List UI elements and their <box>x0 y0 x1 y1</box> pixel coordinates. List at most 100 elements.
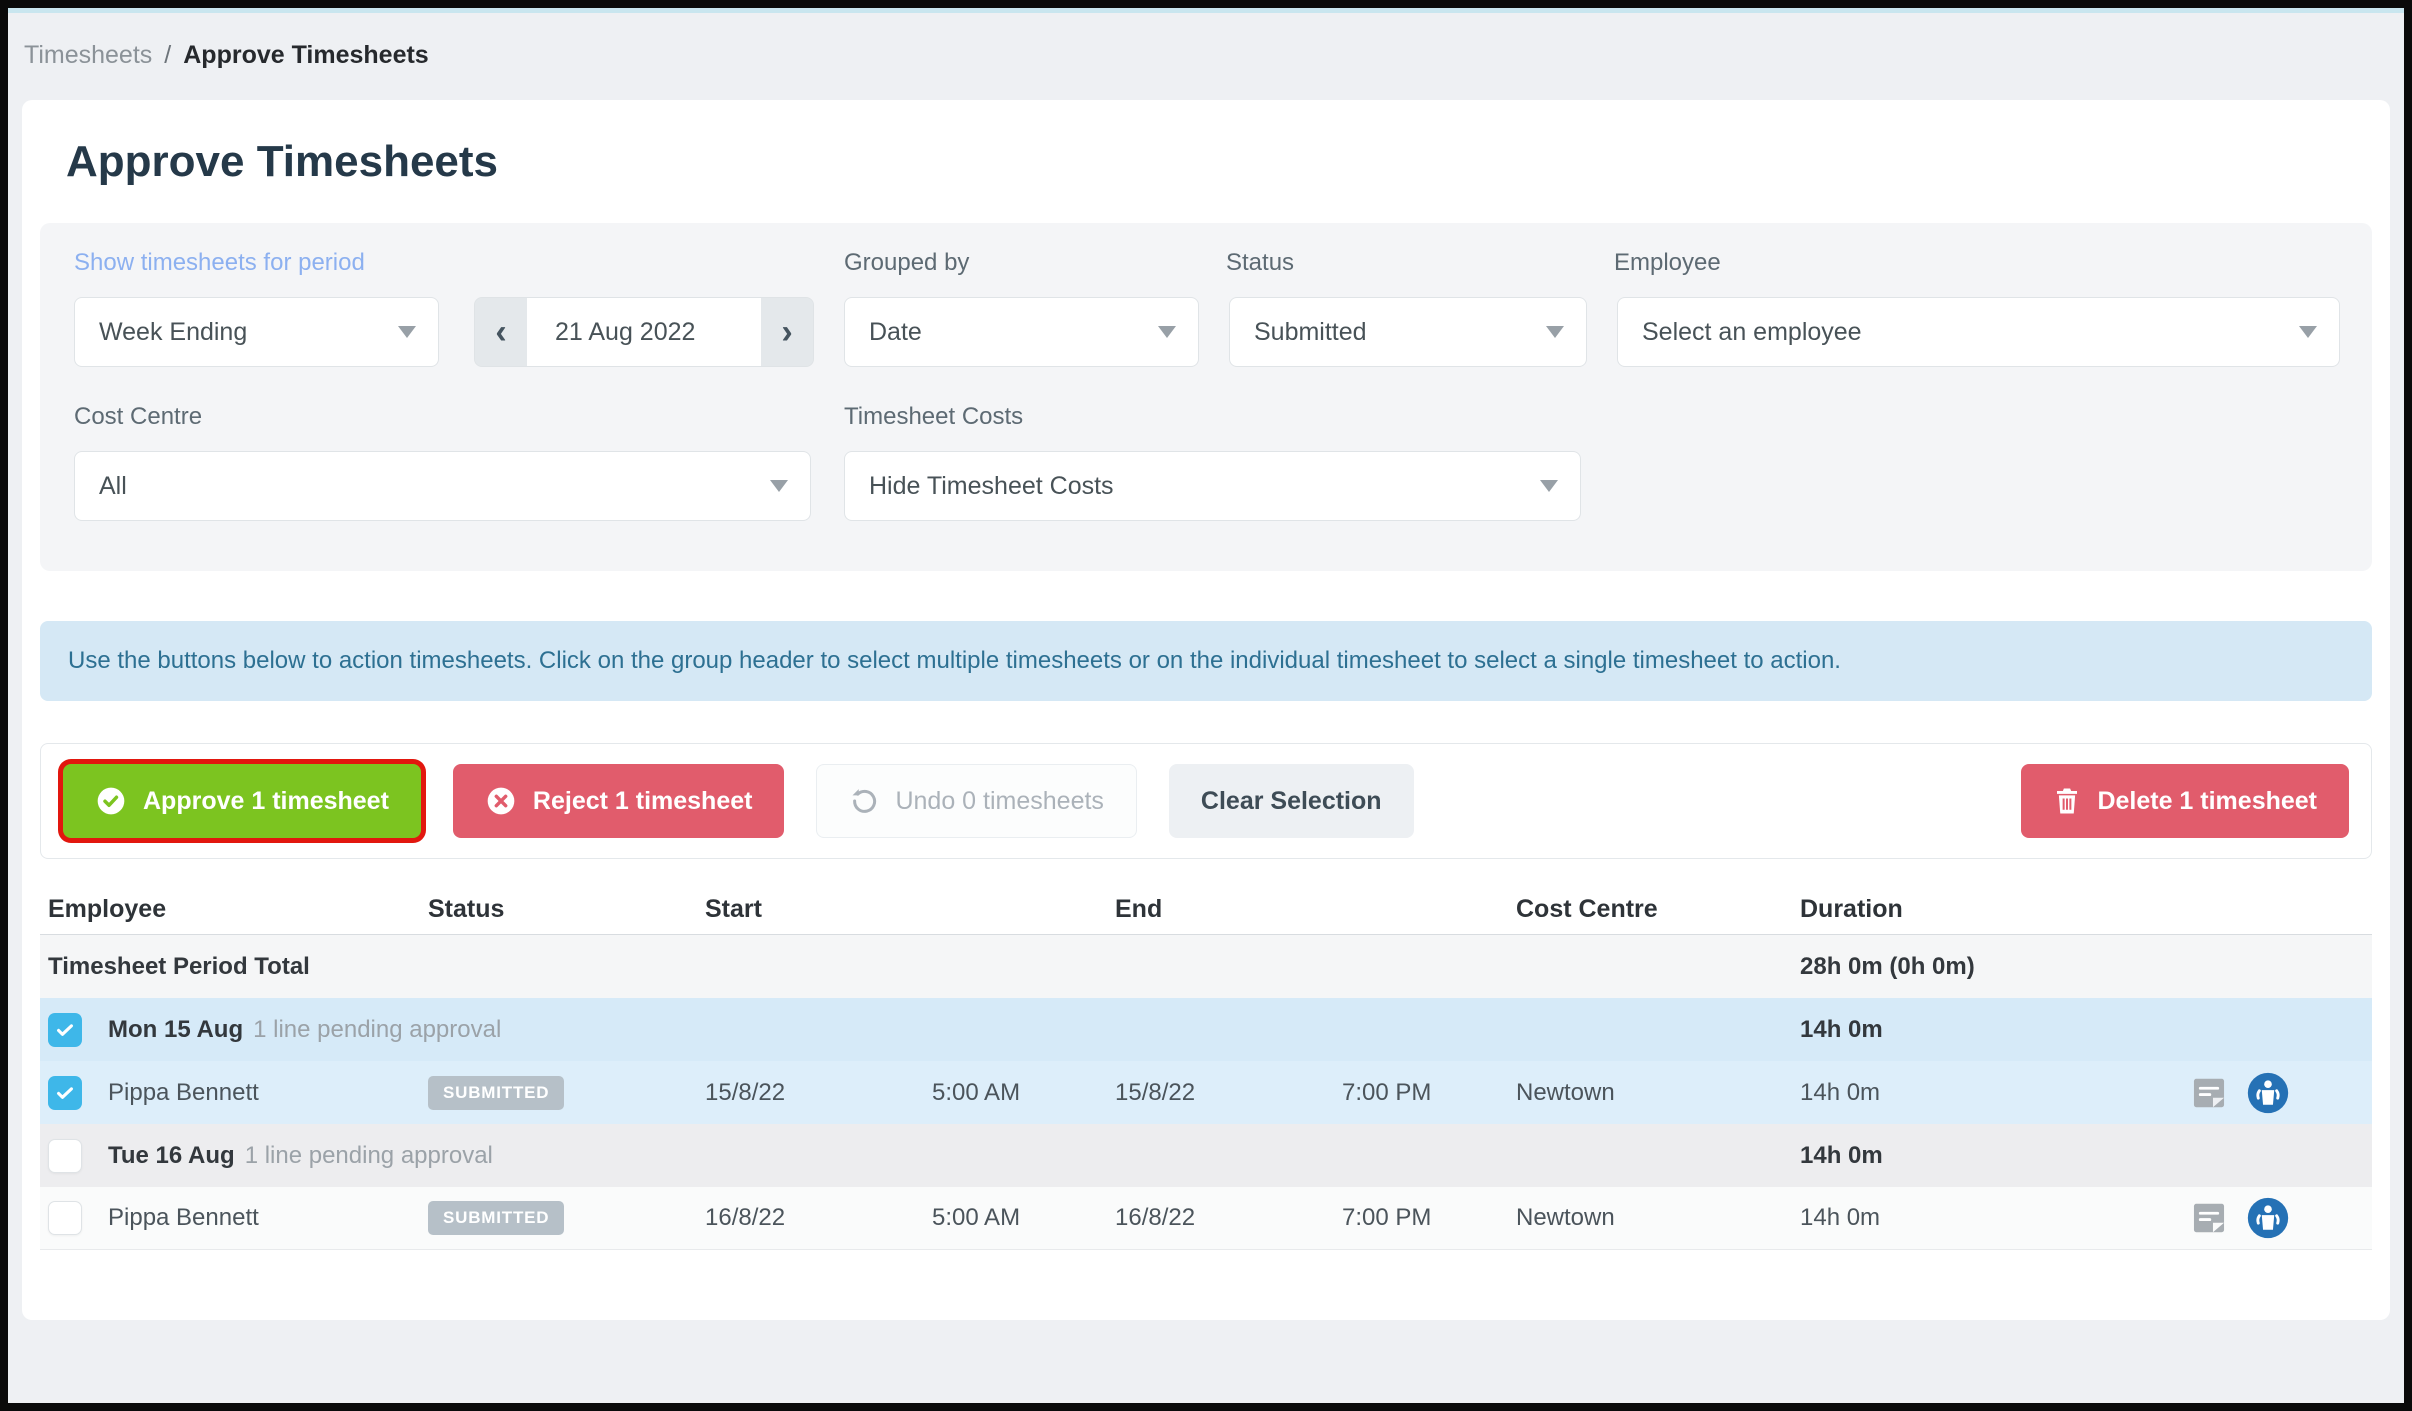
status-badge: SUBMITTED <box>428 1075 565 1110</box>
start-time: 5:00 AM <box>932 1204 1021 1231</box>
row-duration: 14h 0m <box>1800 1204 1881 1231</box>
table-header-row: Employee Status Start End Cost Centre Du… <box>40 885 2372 935</box>
info-banner-text: Use the buttons below to action timeshee… <box>68 647 1841 674</box>
period-total-label: Timesheet Period Total <box>48 952 310 980</box>
period-type-select[interactable]: Week Ending <box>74 297 439 367</box>
info-banner: Use the buttons below to action timeshee… <box>40 621 2372 701</box>
group-date: Mon 15 Aug <box>108 1015 244 1043</box>
cost-centre-label: Cost Centre <box>74 403 203 430</box>
group-header-row[interactable]: Tue 16 Aug 1 line pending approval 14h 0m <box>40 1124 2372 1187</box>
timesheet-table: Employee Status Start End Cost Centre Du… <box>40 885 2372 1250</box>
cost-centre: Newtown <box>1516 1204 1615 1231</box>
cost-centre-select[interactable]: All <box>74 451 811 521</box>
dropdown-caret-icon <box>1546 326 1564 338</box>
status-select[interactable]: Submitted <box>1229 297 1587 367</box>
timesheet-row[interactable]: Pippa Bennett SUBMITTED 15/8/22 5:00 AM … <box>40 1061 2372 1124</box>
timesheet-row[interactable]: Pippa Bennett SUBMITTED 16/8/22 5:00 AM … <box>40 1187 2372 1250</box>
main-card: Approve Timesheets Show timesheets for p… <box>22 100 2390 1320</box>
dropdown-caret-icon <box>1540 480 1558 492</box>
breadcrumb-timesheets-link[interactable]: Timesheets <box>24 41 153 69</box>
group-checkbox[interactable] <box>48 1138 82 1173</box>
undo-icon <box>849 786 879 816</box>
end-time: 7:00 PM <box>1342 1078 1432 1106</box>
row-checkbox[interactable] <box>48 1075 82 1110</box>
group-header-row[interactable]: Mon 15 Aug 1 line pending approval 14h 0m <box>40 998 2372 1061</box>
dropdown-caret-icon <box>770 480 788 492</box>
checkmark-icon <box>57 1086 73 1099</box>
period-label: Show timesheets for period <box>74 249 365 276</box>
dropdown-caret-icon <box>2299 326 2317 338</box>
undo-button[interactable]: Undo 0 timesheets <box>816 764 1137 838</box>
period-total-row: Timesheet Period Total 28h 0m (0h 0m) <box>40 935 2372 998</box>
period-type-value: Week Ending <box>99 317 248 346</box>
group-note: 1 line pending approval <box>253 1015 502 1043</box>
group-note: 1 line pending approval <box>244 1141 493 1169</box>
breadcrumb-separator: / <box>164 41 172 69</box>
start-date: 16/8/22 <box>705 1204 786 1231</box>
start-date: 15/8/22 <box>705 1078 786 1106</box>
breadcrumb-current: Approve Timesheets <box>183 41 429 69</box>
checkmark-icon <box>57 1023 73 1036</box>
delete-button[interactable]: Delete 1 timesheet <box>2021 764 2349 838</box>
period-total-duration: 28h 0m (0h 0m) <box>1800 952 1975 980</box>
status-label: Status <box>1226 249 1295 276</box>
app-page: Timesheets / Approve Timesheets Approve … <box>8 8 2404 1403</box>
header-employee: Employee <box>48 895 167 923</box>
employee-avatar-icon[interactable] <box>2246 1196 2290 1240</box>
group-duration: 14h 0m <box>1800 1015 1883 1043</box>
header-duration: Duration <box>1800 895 1903 923</box>
timesheet-costs-select[interactable]: Hide Timesheet Costs <box>844 451 1581 521</box>
header-cost-centre: Cost Centre <box>1516 895 1658 923</box>
dropdown-caret-icon <box>1158 326 1176 338</box>
filter-controls-row-2: All Hide Timesheet Costs <box>74 451 2340 521</box>
note-icon[interactable] <box>2190 1199 2228 1237</box>
group-date: Tue 16 Aug <box>108 1141 235 1169</box>
date-navigator: ‹ 21 Aug 2022 › <box>474 297 814 367</box>
row-duration: 14h 0m <box>1800 1078 1881 1106</box>
action-bar: Approve 1 timesheet Reject 1 timesheet U… <box>40 743 2372 859</box>
clear-selection-button[interactable]: Clear Selection <box>1168 764 1414 838</box>
row-checkbox[interactable] <box>48 1201 82 1235</box>
chevron-left-icon[interactable]: ‹ <box>475 298 527 366</box>
employee-select[interactable]: Select an employee <box>1617 297 2340 367</box>
grouped-by-select[interactable]: Date <box>844 297 1199 367</box>
breadcrumb: Timesheets / Approve Timesheets <box>8 13 2404 70</box>
employee-value: Select an employee <box>1642 317 1862 346</box>
end-time: 7:00 PM <box>1342 1204 1432 1231</box>
group-duration: 14h 0m <box>1800 1141 1883 1169</box>
employee-name: Pippa Bennett <box>108 1204 259 1231</box>
page-title: Approve Timesheets <box>66 137 499 186</box>
approve-button[interactable]: Approve 1 timesheet <box>63 764 421 838</box>
filter-controls-row-1: Week Ending ‹ 21 Aug 2022 › Date Submitt… <box>74 297 2340 367</box>
chevron-right-icon[interactable]: › <box>761 298 813 366</box>
end-date: 15/8/22 <box>1115 1078 1196 1106</box>
x-circle-icon <box>485 785 517 817</box>
grouped-by-value: Date <box>869 317 922 346</box>
header-status: Status <box>428 895 505 923</box>
cost-centre-value: All <box>99 471 127 500</box>
check-circle-icon <box>95 785 127 817</box>
timesheet-costs-label: Timesheet Costs <box>844 403 1024 430</box>
grouped-by-label: Grouped by <box>844 249 970 276</box>
employee-label: Employee <box>1614 249 1721 276</box>
date-display[interactable]: 21 Aug 2022 <box>527 298 761 366</box>
start-time: 5:00 AM <box>932 1078 1021 1106</box>
dropdown-caret-icon <box>398 326 416 338</box>
filter-labels-row-1: Show timesheets for period Grouped by St… <box>74 249 2340 297</box>
end-date: 16/8/22 <box>1115 1204 1196 1231</box>
status-value: Submitted <box>1254 317 1367 346</box>
filter-panel: Show timesheets for period Grouped by St… <box>40 223 2372 571</box>
cost-centre: Newtown <box>1516 1078 1615 1106</box>
trash-icon <box>2053 786 2081 816</box>
group-checkbox[interactable] <box>48 1012 82 1047</box>
header-start: Start <box>705 895 762 923</box>
timesheet-costs-value: Hide Timesheet Costs <box>869 471 1114 500</box>
top-accent-strip <box>8 8 2404 13</box>
header-end: End <box>1115 895 1163 923</box>
reject-button[interactable]: Reject 1 timesheet <box>452 764 785 838</box>
filter-labels-row-2: Cost Centre Timesheet Costs <box>74 403 2340 451</box>
status-badge: SUBMITTED <box>428 1201 565 1235</box>
employee-name: Pippa Bennett <box>108 1078 259 1106</box>
employee-avatar-icon[interactable] <box>2246 1071 2290 1115</box>
note-icon[interactable] <box>2190 1074 2228 1112</box>
